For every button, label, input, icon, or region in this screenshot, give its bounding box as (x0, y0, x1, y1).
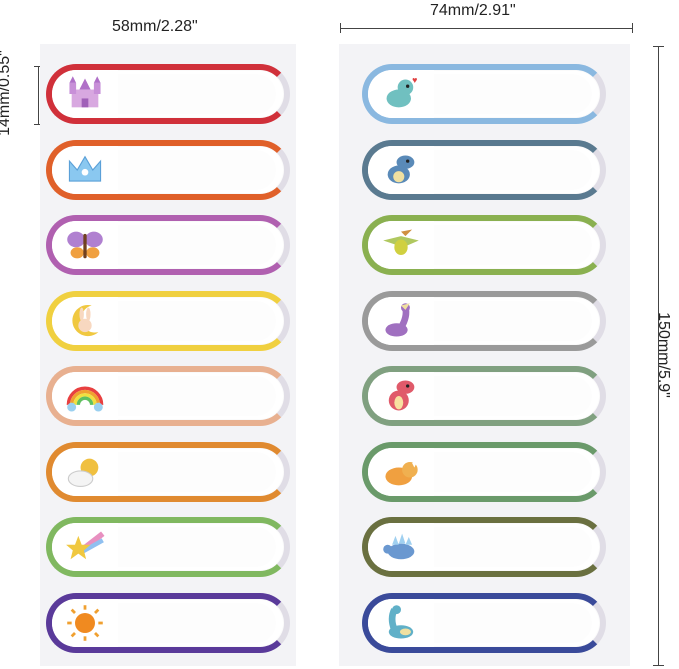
height-right-line (658, 46, 659, 666)
left-label-icon-zone (52, 145, 118, 194)
width-right-dimension: 74mm/2.91" (430, 2, 516, 19)
tick (340, 23, 341, 33)
tick (653, 46, 664, 47)
right-label-icon-zone: ♥ (368, 70, 434, 118)
right-label-icon-zone (368, 372, 434, 420)
brontosaurus-icon (388, 604, 414, 639)
right-label-8 (362, 592, 606, 653)
dinosaur-icon (387, 155, 415, 183)
sun-cloud-icon (67, 458, 99, 487)
left-label-write-area (118, 527, 276, 567)
right-label-icon-zone (368, 296, 434, 345)
right-label-write-area (434, 225, 592, 265)
left-label-write-area (118, 149, 276, 190)
width-right-line (340, 28, 632, 29)
left-label-write-area (118, 225, 276, 265)
left-label-write-area (118, 602, 276, 643)
left-label-5 (46, 366, 290, 426)
long-neck-dinosaur-icon (385, 302, 410, 337)
height-right-dimension: 150mm/5.9" (654, 312, 672, 398)
left-label-icon-zone (52, 221, 118, 269)
right-label-write-area (434, 74, 592, 114)
right-label-5 (362, 366, 606, 426)
right-label-1: ♥ (362, 64, 606, 124)
castle-icon (69, 76, 101, 108)
trex-icon (388, 380, 415, 411)
left-label-icon-zone (52, 523, 118, 571)
left-label-2 (46, 139, 290, 200)
right-label-write-area (434, 300, 592, 341)
right-label-7 (362, 517, 606, 577)
left-label-icon-zone (52, 372, 118, 420)
left-label-write-area (118, 300, 276, 341)
left-label-icon-zone (52, 447, 118, 496)
left-label-4 (46, 290, 290, 351)
left-label-write-area (118, 376, 276, 416)
tick (653, 665, 664, 666)
right-label-write-area (434, 527, 592, 567)
sun-icon (67, 604, 103, 641)
right-label-icon-zone (368, 221, 434, 269)
blue-dinosaur-icon: ♥ (386, 75, 417, 108)
bunny-moon-icon (72, 304, 99, 336)
right-label-icon-zone (368, 523, 434, 571)
right-label-4 (362, 290, 606, 351)
left-label-6 (46, 441, 290, 502)
left-label-write-area (118, 451, 276, 492)
right-label-2 (362, 139, 606, 200)
svg-text:♥: ♥ (412, 75, 417, 85)
right-label-write-area (434, 149, 592, 190)
left-label-1 (46, 64, 290, 124)
tick (632, 23, 633, 33)
tick (34, 66, 43, 67)
stegosaurus-icon (383, 533, 415, 560)
left-label-write-area (118, 74, 276, 114)
right-label-write-area (434, 602, 592, 643)
right-label-write-area (434, 451, 592, 492)
rainbow-icon (66, 386, 104, 412)
shooting-star-icon (66, 531, 105, 560)
right-label-write-area (434, 376, 592, 416)
left-label-7 (46, 517, 290, 577)
butterfly-icon (67, 231, 103, 259)
right-label-6 (362, 441, 606, 502)
width-left-dimension: 58mm/2.28" (112, 18, 198, 35)
right-label-icon-zone (368, 447, 434, 496)
left-label-8 (46, 592, 290, 653)
left-label-icon-zone (52, 70, 118, 118)
triceratops-icon (385, 458, 419, 485)
right-label-icon-zone (368, 145, 434, 194)
left-label-icon-zone (52, 296, 118, 345)
pterodactyl-icon (383, 229, 419, 255)
crown-icon (68, 155, 102, 182)
height-left-line (38, 66, 39, 124)
right-label-icon-zone (368, 598, 434, 647)
left-label-3 (46, 215, 290, 275)
right-label-3 (362, 215, 606, 275)
left-label-icon-zone (52, 598, 118, 647)
height-left-dimension: 14mm/0.55" (0, 50, 13, 136)
tick (34, 124, 43, 125)
